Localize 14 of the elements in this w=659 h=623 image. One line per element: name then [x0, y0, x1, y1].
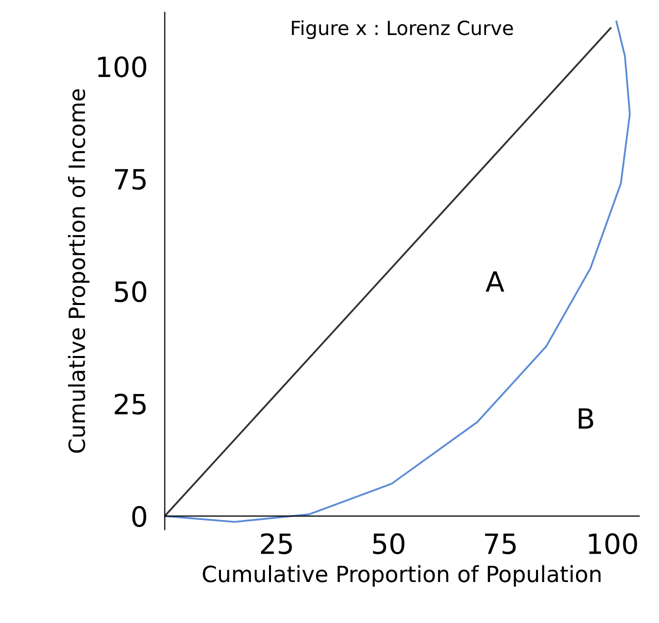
- y-tick-label: 75: [115, 169, 146, 190]
- y-axis-title: Cumulative Proportion of Income: [68, 89, 90, 453]
- x-tick-label: 100: [588, 533, 638, 554]
- y-tick-label: 0: [132, 506, 146, 528]
- y-tick-label: 50: [114, 281, 146, 302]
- y-tick-label: 100: [98, 56, 146, 78]
- annotation: B: [578, 408, 594, 429]
- x-tick-label: 75: [485, 534, 516, 554]
- chart-title: Figure x : Lorenz Curve: [292, 20, 513, 40]
- x-tick-label: 50: [373, 533, 404, 554]
- x-tick-label: 25: [261, 533, 292, 554]
- x-axis-title: Cumulative Proportion of Population: [202, 565, 601, 587]
- y-tick-label: 25: [114, 394, 146, 415]
- annotation: A: [486, 271, 504, 292]
